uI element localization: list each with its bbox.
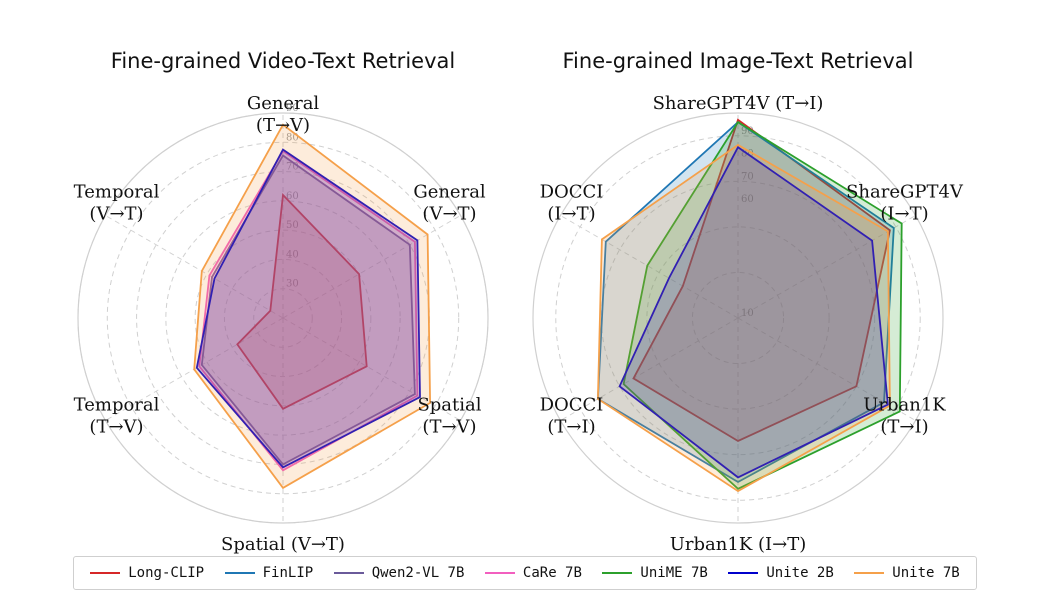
axis-label: Spatial (T→V): [417, 395, 481, 438]
grid-spoke: [737, 215, 916, 319]
legend-swatch: [728, 572, 759, 574]
grid-spoke: [560, 317, 739, 421]
axis-label: General (T→V): [247, 93, 320, 136]
legend-swatch: [333, 572, 364, 574]
legend-item-qwen2-vl-7b: Qwen2-VL 7B: [333, 565, 465, 581]
axis-label: Spatial (V→T): [221, 534, 345, 555]
legend-item-long-clip: Long-CLIP: [90, 565, 204, 581]
series-finlip: [596, 120, 895, 484]
image-text-radar-chart: Fine-grained Image-Text Retrieval1060708…: [532, 49, 964, 555]
grid-spoke: [560, 215, 739, 319]
series-qwen2-vl-7b: [200, 154, 416, 466]
grid-spoke: [737, 317, 916, 421]
axis-label: DOCCI (I→T): [540, 182, 604, 225]
axis-label: Temporal (V→T): [74, 182, 160, 225]
tick-label: 40: [286, 249, 299, 260]
tick-label: 70: [286, 162, 299, 173]
tick-label: 60: [286, 191, 299, 202]
series-unite-7b: [596, 143, 891, 493]
tick-label: 10: [741, 308, 754, 319]
axis-label: ShareGPT4V (T→I): [653, 93, 824, 114]
legend-item-unite-7b: Unite 7B: [854, 565, 960, 581]
tick-label: 90: [286, 103, 299, 114]
grid-spoke: [105, 215, 284, 319]
legend-swatch: [90, 572, 121, 574]
chart-title: Fine-grained Image-Text Retrieval: [563, 49, 914, 73]
legend-label: Qwen2-VL 7B: [371, 565, 465, 581]
chart-title: Fine-grained Video-Text Retrieval: [111, 49, 455, 73]
legend-item-finlip: FinLIP: [224, 565, 314, 581]
axis-label: Urban1K (T→I): [863, 395, 946, 438]
legend-swatch: [484, 572, 515, 574]
video-text-radar-chart: Fine-grained Video-Text Retrieval 30 40 50 6…: [74, 49, 489, 555]
series-long-clip: [632, 118, 891, 443]
legend-swatch: [224, 572, 255, 574]
tick-label: 50: [286, 220, 299, 231]
grid-ring: [106, 141, 460, 495]
legend-label: Long-CLIP: [128, 565, 205, 581]
tick-label: 80: [286, 132, 299, 143]
outer-grid-circle: [532, 112, 944, 524]
tick-label: 60: [741, 194, 754, 205]
axis-label: DOCCI (T→I): [540, 395, 604, 438]
series-unite-2b: [195, 148, 421, 469]
grid-spoke: [282, 215, 461, 319]
axis-label: General (V→T): [413, 182, 486, 225]
axis-label: Temporal (T→V): [74, 395, 160, 438]
legend-item-unime-7b: UniME 7B: [602, 565, 708, 581]
legend-swatch: [602, 572, 633, 574]
tick-label: 90: [741, 126, 754, 137]
legend-swatch: [854, 572, 885, 574]
legend-label: Unite 7B: [892, 565, 960, 581]
legend-item-unite-2b: Unite 2B: [728, 565, 834, 581]
series-care-7b: [198, 149, 419, 472]
legend-label: UniME 7B: [640, 565, 708, 581]
series-unite-7b: [193, 123, 432, 490]
grid-ring: [691, 271, 785, 365]
tick-label: 70: [741, 171, 754, 182]
grid-spoke: [282, 317, 461, 421]
tick-label: 30: [286, 279, 299, 290]
legend-label: CaRe 7B: [522, 565, 582, 581]
grid-ring: [194, 229, 372, 407]
legend: Long-CLIP FinLIP Qwen2-VL 7B CaRe 7B UniME 7…: [73, 556, 977, 590]
axis-label: ShareGPT4V (I→T): [846, 182, 964, 225]
series-unite-2b: [618, 145, 889, 479]
series-long-clip: [236, 192, 368, 410]
grid-ring: [646, 226, 830, 410]
legend-label: FinLIP: [262, 565, 314, 581]
grid-ring: [77, 112, 489, 524]
legend-item-care-7b: CaRe 7B: [484, 565, 582, 581]
legend-label: Unite 2B: [766, 565, 834, 581]
axis-label: Urban1K (I→T): [670, 534, 807, 555]
